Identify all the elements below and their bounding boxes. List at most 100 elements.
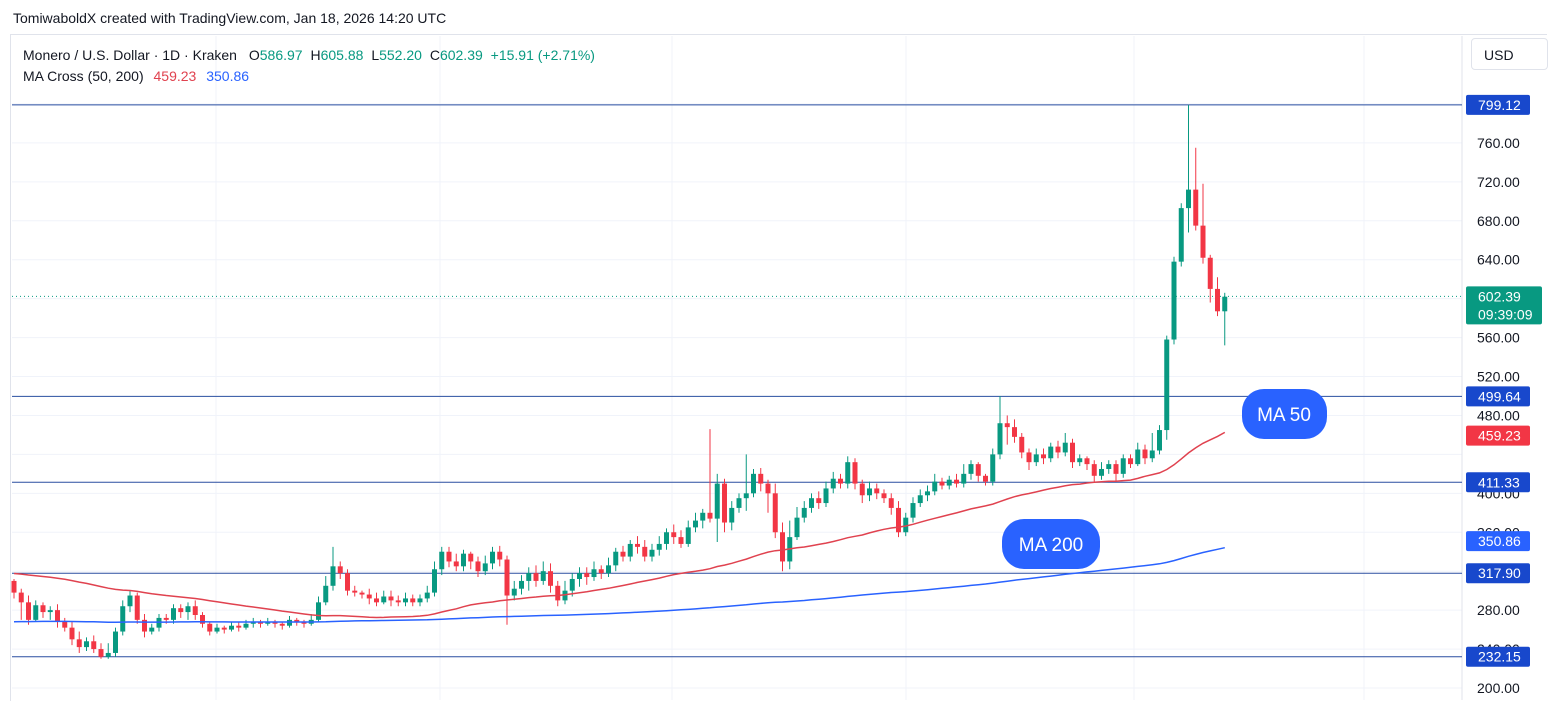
- close-key: C: [429, 47, 440, 63]
- candle-body: [178, 608, 184, 613]
- candle-body: [932, 481, 938, 492]
- candle-body: [591, 569, 597, 578]
- candle-body: [917, 495, 923, 504]
- candle-body: [627, 543, 633, 557]
- candle-body: [975, 464, 981, 476]
- candle-body: [903, 517, 909, 533]
- candle-body: [1012, 427, 1017, 437]
- candle-body: [236, 625, 242, 628]
- price-tag-label: 499.64: [1478, 388, 1521, 404]
- candle-body: [55, 610, 60, 622]
- candle-body: [1041, 454, 1046, 459]
- countdown-label: 09:39:09: [1478, 306, 1533, 322]
- candle-body: [729, 507, 735, 523]
- candle-body: [939, 481, 945, 486]
- candle-body: [171, 608, 176, 620]
- candle-body: [794, 517, 800, 538]
- candle-body: [395, 600, 401, 603]
- candle-body: [91, 641, 97, 650]
- candle-body: [1142, 449, 1148, 459]
- candle-body: [838, 478, 843, 484]
- candle-body: [192, 606, 198, 615]
- candle-body: [482, 563, 488, 572]
- candle-body: [243, 623, 249, 628]
- price-tag-label: 317.90: [1478, 565, 1521, 581]
- candle-body: [656, 543, 662, 550]
- candle-body: [468, 553, 474, 562]
- candle-body: [809, 498, 814, 508]
- candle-body: [120, 606, 126, 632]
- candle-body: [1091, 464, 1097, 476]
- candle-body: [142, 619, 147, 632]
- candle-body: [954, 479, 959, 484]
- candle-body: [1033, 454, 1039, 463]
- candle-body: [40, 605, 46, 613]
- y-tick-label: 280.00: [1477, 602, 1520, 618]
- candle-body: [1157, 430, 1162, 451]
- candle-body: [1055, 446, 1061, 453]
- candle-body: [598, 569, 604, 574]
- candle-body: [1171, 261, 1177, 340]
- price-tag-label: 799.12: [1478, 97, 1521, 113]
- candle-body: [946, 479, 952, 486]
- open-value: 586.97: [259, 47, 303, 63]
- candle-body: [446, 551, 452, 562]
- candle-body: [642, 546, 648, 557]
- candle-body: [1215, 288, 1220, 312]
- candle-body: [569, 578, 575, 591]
- change-value: +15.91 (+2.71%): [490, 47, 595, 63]
- price-tag: [1466, 646, 1530, 667]
- candle-body: [1077, 458, 1083, 463]
- candle-body: [613, 551, 619, 566]
- candle-body: [526, 573, 532, 581]
- candle-body: [1106, 464, 1112, 469]
- candle-body: [301, 621, 307, 624]
- candle-body: [925, 491, 930, 496]
- candle-body: [584, 573, 590, 578]
- candle-body: [453, 561, 459, 567]
- candle-body: [997, 423, 1003, 455]
- close-value: 602.39: [439, 47, 483, 63]
- symbol-label[interactable]: Monero / U.S. Dollar · 1D · Kraken: [23, 47, 237, 63]
- indicator-label[interactable]: MA Cross (50, 200): [23, 68, 144, 84]
- candle-body: [265, 621, 271, 624]
- candle-body: [736, 498, 742, 508]
- candle-body: [272, 621, 278, 624]
- ma50-bubble: [1242, 389, 1327, 439]
- candle-body: [1200, 225, 1206, 258]
- price-tag: [1466, 94, 1530, 115]
- candle-body: [1222, 296, 1228, 312]
- candle-body: [1135, 449, 1141, 465]
- candle-body: [1120, 458, 1126, 474]
- candle-body: [185, 606, 191, 613]
- candle-body: [816, 498, 822, 504]
- y-tick-label: 640.00: [1477, 252, 1520, 268]
- price-tag: [1466, 472, 1530, 493]
- low-key: L: [371, 47, 380, 63]
- candle-body: [772, 493, 778, 533]
- price-tag: [1466, 386, 1530, 407]
- candle-body: [200, 614, 205, 624]
- y-tick-label: 520.00: [1477, 369, 1520, 385]
- candle-body: [359, 592, 365, 595]
- candle-body: [113, 631, 118, 653]
- currency-button[interactable]: USD: [1471, 38, 1548, 70]
- ma200-bubble: [1002, 519, 1100, 569]
- candle-body: [105, 652, 111, 657]
- candle-body: [461, 553, 466, 567]
- candle-body: [888, 498, 894, 508]
- candle-body: [258, 621, 263, 624]
- chart-frame[interactable]: [10, 34, 1547, 701]
- candle-body: [279, 623, 285, 626]
- candle-body: [714, 483, 720, 519]
- chart-legend: Monero / U.S. Dollar · 1D · Kraken O586.…: [23, 45, 595, 87]
- candle-body: [910, 503, 916, 518]
- candle-body: [47, 610, 53, 613]
- candle-body: [743, 493, 749, 499]
- candle-body: [11, 580, 17, 593]
- candle-body: [801, 507, 807, 518]
- candle-body: [1164, 339, 1170, 431]
- candle-body: [577, 573, 582, 579]
- candle-body: [134, 595, 140, 620]
